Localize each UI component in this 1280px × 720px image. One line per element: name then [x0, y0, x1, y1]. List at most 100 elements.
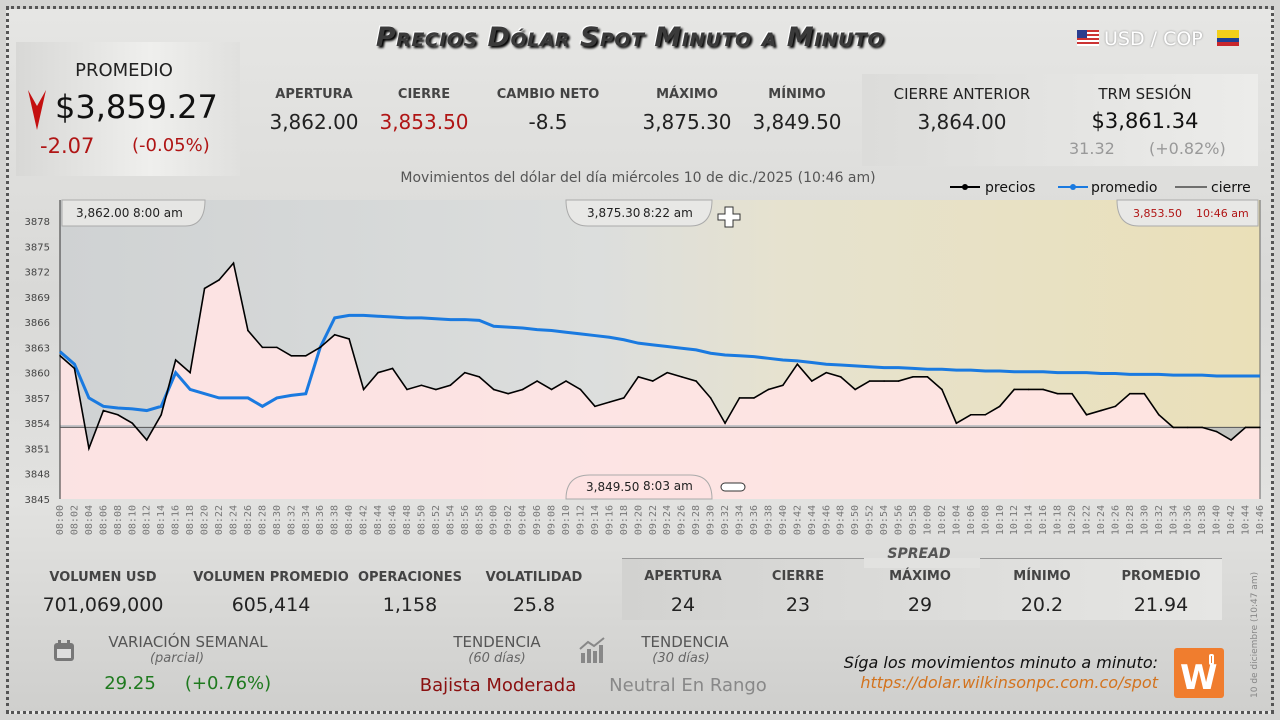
price-point	[189, 371, 191, 374]
price-point	[738, 397, 741, 399]
price-point	[435, 388, 437, 391]
price-point	[550, 388, 553, 391]
x-tick-label: 08:58	[474, 505, 485, 535]
price-point	[478, 376, 481, 378]
x-tick-label: 08:24	[228, 505, 239, 535]
x-tick-label: 10:00	[922, 505, 933, 535]
chart-subtitle: Movimientos del dólar del día miércoles …	[400, 170, 876, 186]
price-point	[1056, 392, 1059, 395]
price-point	[276, 346, 278, 349]
cierre-anterior-label: CIERRE ANTERIOR	[893, 85, 1031, 103]
x-tick-label: 08:04	[84, 505, 95, 535]
price-point	[651, 380, 654, 382]
x-tick-label: 08:08	[113, 505, 124, 535]
price-point	[970, 413, 972, 416]
price-point	[261, 346, 264, 349]
trm-label: TRM SESIÓN	[1098, 85, 1192, 103]
x-tick-label: 09:36	[749, 505, 760, 535]
x-tick-label: 08:06	[98, 505, 109, 535]
x-tick-label: 10:36	[1183, 505, 1194, 535]
promedio-value: $3,859.27	[55, 88, 218, 126]
x-tick-label: 08:10	[127, 505, 138, 535]
colombia-flag-icon	[1217, 30, 1239, 46]
wilkinson-logo[interactable]: W	[1174, 648, 1224, 698]
y-tick-label: 3851	[25, 444, 50, 455]
price-point	[507, 392, 509, 395]
svg-text:10:46 am: 10:46 am	[1196, 207, 1249, 220]
spread-value: 29	[907, 594, 933, 616]
x-tick-label: 09:18	[619, 505, 630, 535]
x-tick-label: 08:42	[359, 505, 370, 535]
svg-text:8:22 am: 8:22 am	[643, 206, 693, 220]
x-tick-label: 10:38	[1197, 505, 1208, 535]
x-tick-label: 10:04	[951, 505, 962, 535]
scroll-handle[interactable]	[720, 482, 746, 492]
spread-label: MÍNIMO	[1013, 569, 1071, 584]
price-point	[1027, 388, 1030, 391]
price-point	[1244, 426, 1247, 429]
spread-label: APERTURA	[644, 569, 722, 584]
volume-value: 701,069,000	[42, 594, 164, 616]
x-tick-label: 08:32	[286, 505, 297, 535]
x-tick-label: 10:06	[966, 505, 977, 535]
trm-change-pct: (+0.82%)	[1149, 139, 1226, 158]
x-tick-label: 10:02	[937, 505, 948, 535]
price-point	[811, 380, 813, 382]
price-point	[579, 388, 582, 391]
x-tick-label: 08:56	[460, 505, 471, 535]
volume-value: 605,414	[231, 594, 311, 616]
close-annotation: 3,853.50 10:46 am	[1116, 199, 1259, 227]
price-point	[521, 388, 524, 391]
stat-value: 3,875.30	[642, 110, 732, 134]
price-point	[247, 329, 249, 332]
x-tick-label: 09:44	[807, 505, 818, 535]
volume-label: VOLUMEN USD	[49, 570, 157, 585]
legend-promedio: promedio	[1091, 180, 1158, 196]
stat-label: MÍNIMO	[768, 87, 826, 102]
price-point	[941, 388, 943, 391]
variacion-pct: (+0.76%)	[184, 673, 272, 694]
spread-value: 20.2	[1020, 594, 1064, 616]
crosshair-icon[interactable]	[717, 206, 741, 228]
price-point	[145, 439, 148, 441]
x-tick-label: 08:16	[171, 505, 182, 535]
price-point	[1085, 413, 1088, 416]
x-tick-label: 08:20	[200, 505, 211, 535]
price-point	[839, 376, 842, 378]
legend-precios: precios	[985, 180, 1035, 196]
x-tick-label: 09:50	[850, 505, 861, 535]
x-tick-label: 08:30	[272, 505, 283, 535]
x-tick-label: 09:00	[489, 505, 500, 535]
price-point	[623, 397, 625, 399]
price-point	[102, 409, 105, 412]
min-annotation: 3,849.50 8:03 am	[565, 474, 713, 500]
x-tick-label: 08:40	[344, 505, 355, 535]
y-tick-label: 3872	[25, 268, 50, 279]
price-point	[290, 354, 293, 357]
spread-title: SPREAD	[887, 546, 951, 562]
price-point	[1230, 439, 1232, 441]
x-tick-label: 08:14	[156, 505, 167, 535]
tendencia30-sub: (30 días)	[652, 651, 710, 666]
x-tick-label: 08:12	[142, 505, 153, 535]
price-point	[492, 388, 495, 391]
svg-text:3,849.50: 3,849.50	[586, 480, 639, 494]
price-point	[1172, 426, 1175, 429]
site-link[interactable]: https://dolar.wilkinsonpc.com.co/spot	[860, 673, 1158, 692]
x-tick-label: 09:32	[720, 505, 731, 535]
spread-value: 23	[785, 594, 811, 616]
price-point	[868, 380, 871, 382]
y-tick-label: 3860	[25, 369, 50, 380]
max-annotation: 3,875.30 8:22 am	[565, 199, 713, 227]
x-tick-label: 10:18	[1053, 505, 1064, 535]
stat-value: 3,849.50	[752, 110, 842, 134]
x-tick-label: 08:38	[330, 505, 341, 535]
price-point	[449, 384, 452, 387]
x-tick-label: 10:22	[1082, 505, 1093, 535]
x-tick-label: 08:22	[214, 505, 225, 535]
x-tick-label: 09:42	[792, 505, 803, 535]
stat-label: CIERRE	[397, 87, 451, 102]
x-tick-label: 08:36	[315, 505, 326, 535]
promedio-panel	[16, 42, 240, 176]
price-point	[73, 367, 76, 370]
